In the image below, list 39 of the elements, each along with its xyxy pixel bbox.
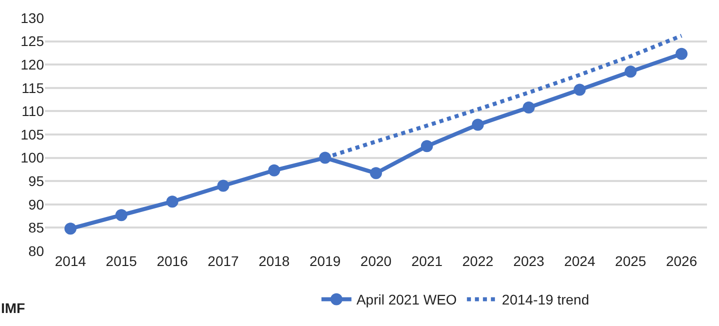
x-tick-label: 2022 xyxy=(462,253,494,269)
point xyxy=(64,222,76,235)
x-tick-label: 2025 xyxy=(615,253,646,269)
y-tick-label: 115 xyxy=(22,80,44,96)
point xyxy=(574,84,586,96)
point xyxy=(472,118,484,131)
y-tick-label: 80 xyxy=(28,242,44,259)
point xyxy=(217,180,230,192)
x-tick-label: 2024 xyxy=(564,253,596,269)
point xyxy=(115,209,128,222)
y-tick-label: 95 xyxy=(28,173,44,189)
x-tick-label: 2026 xyxy=(666,253,698,269)
y-tick-label: 120 xyxy=(20,56,44,72)
y-tick-label: 105 xyxy=(20,126,44,142)
text: IMF xyxy=(1,300,26,316)
x-tick-label: 2023 xyxy=(513,253,545,269)
point xyxy=(522,101,535,114)
x-tick-label: 2017 xyxy=(208,253,240,269)
point xyxy=(624,66,637,78)
point xyxy=(268,164,280,176)
point xyxy=(420,140,433,152)
y-tick-label: 125 xyxy=(20,33,44,50)
x-tick-label: 2021 xyxy=(411,253,443,269)
x-tick-label: 2018 xyxy=(258,253,290,269)
legend-label: April 2021 WEO xyxy=(356,292,457,308)
x-tick-label: 2015 xyxy=(106,253,138,269)
y-tick-label: 85 xyxy=(28,220,44,236)
point xyxy=(370,167,382,180)
point xyxy=(676,48,688,60)
legend-label: 2014-19 trend xyxy=(502,292,590,308)
x-tick-label: 2019 xyxy=(310,253,341,269)
y-tick-label: 130 xyxy=(20,10,44,26)
point xyxy=(166,196,178,208)
x-tick-label: 2016 xyxy=(156,253,188,269)
y-tick-label: 90 xyxy=(28,196,44,212)
y-tick-label: 100 xyxy=(20,150,44,166)
y-tick-label: 110 xyxy=(22,103,44,120)
x-tick-label: 2020 xyxy=(360,253,392,269)
x-tick-label: 2014 xyxy=(54,253,86,269)
